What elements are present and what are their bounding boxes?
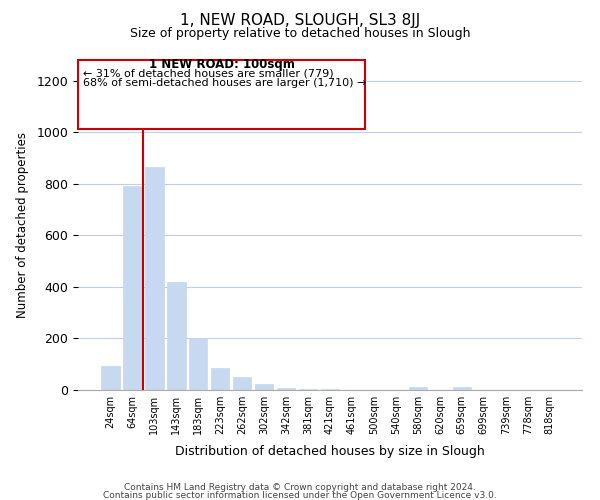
Text: Size of property relative to detached houses in Slough: Size of property relative to detached ho… <box>130 28 470 40</box>
Bar <box>452 388 471 390</box>
Text: 1, NEW ROAD, SLOUGH, SL3 8JJ: 1, NEW ROAD, SLOUGH, SL3 8JJ <box>180 12 420 28</box>
Bar <box>123 186 142 390</box>
Bar <box>409 388 427 390</box>
Text: Contains HM Land Registry data © Crown copyright and database right 2024.: Contains HM Land Registry data © Crown c… <box>124 482 476 492</box>
X-axis label: Distribution of detached houses by size in Slough: Distribution of detached houses by size … <box>175 446 485 458</box>
Bar <box>255 384 274 390</box>
Y-axis label: Number of detached properties: Number of detached properties <box>16 132 29 318</box>
Bar <box>233 376 251 390</box>
Bar <box>167 282 185 390</box>
Text: ← 31% of detached houses are smaller (779): ← 31% of detached houses are smaller (77… <box>83 68 334 78</box>
Text: 1 NEW ROAD: 100sqm: 1 NEW ROAD: 100sqm <box>149 58 295 71</box>
Text: Contains public sector information licensed under the Open Government Licence v3: Contains public sector information licen… <box>103 491 497 500</box>
Bar <box>145 167 164 390</box>
Bar <box>277 388 295 390</box>
Bar <box>211 368 229 390</box>
Bar <box>299 389 317 390</box>
Text: 68% of semi-detached houses are larger (1,710) →: 68% of semi-detached houses are larger (… <box>83 78 367 88</box>
FancyBboxPatch shape <box>78 60 365 130</box>
Bar <box>189 338 208 390</box>
Bar <box>101 366 119 390</box>
